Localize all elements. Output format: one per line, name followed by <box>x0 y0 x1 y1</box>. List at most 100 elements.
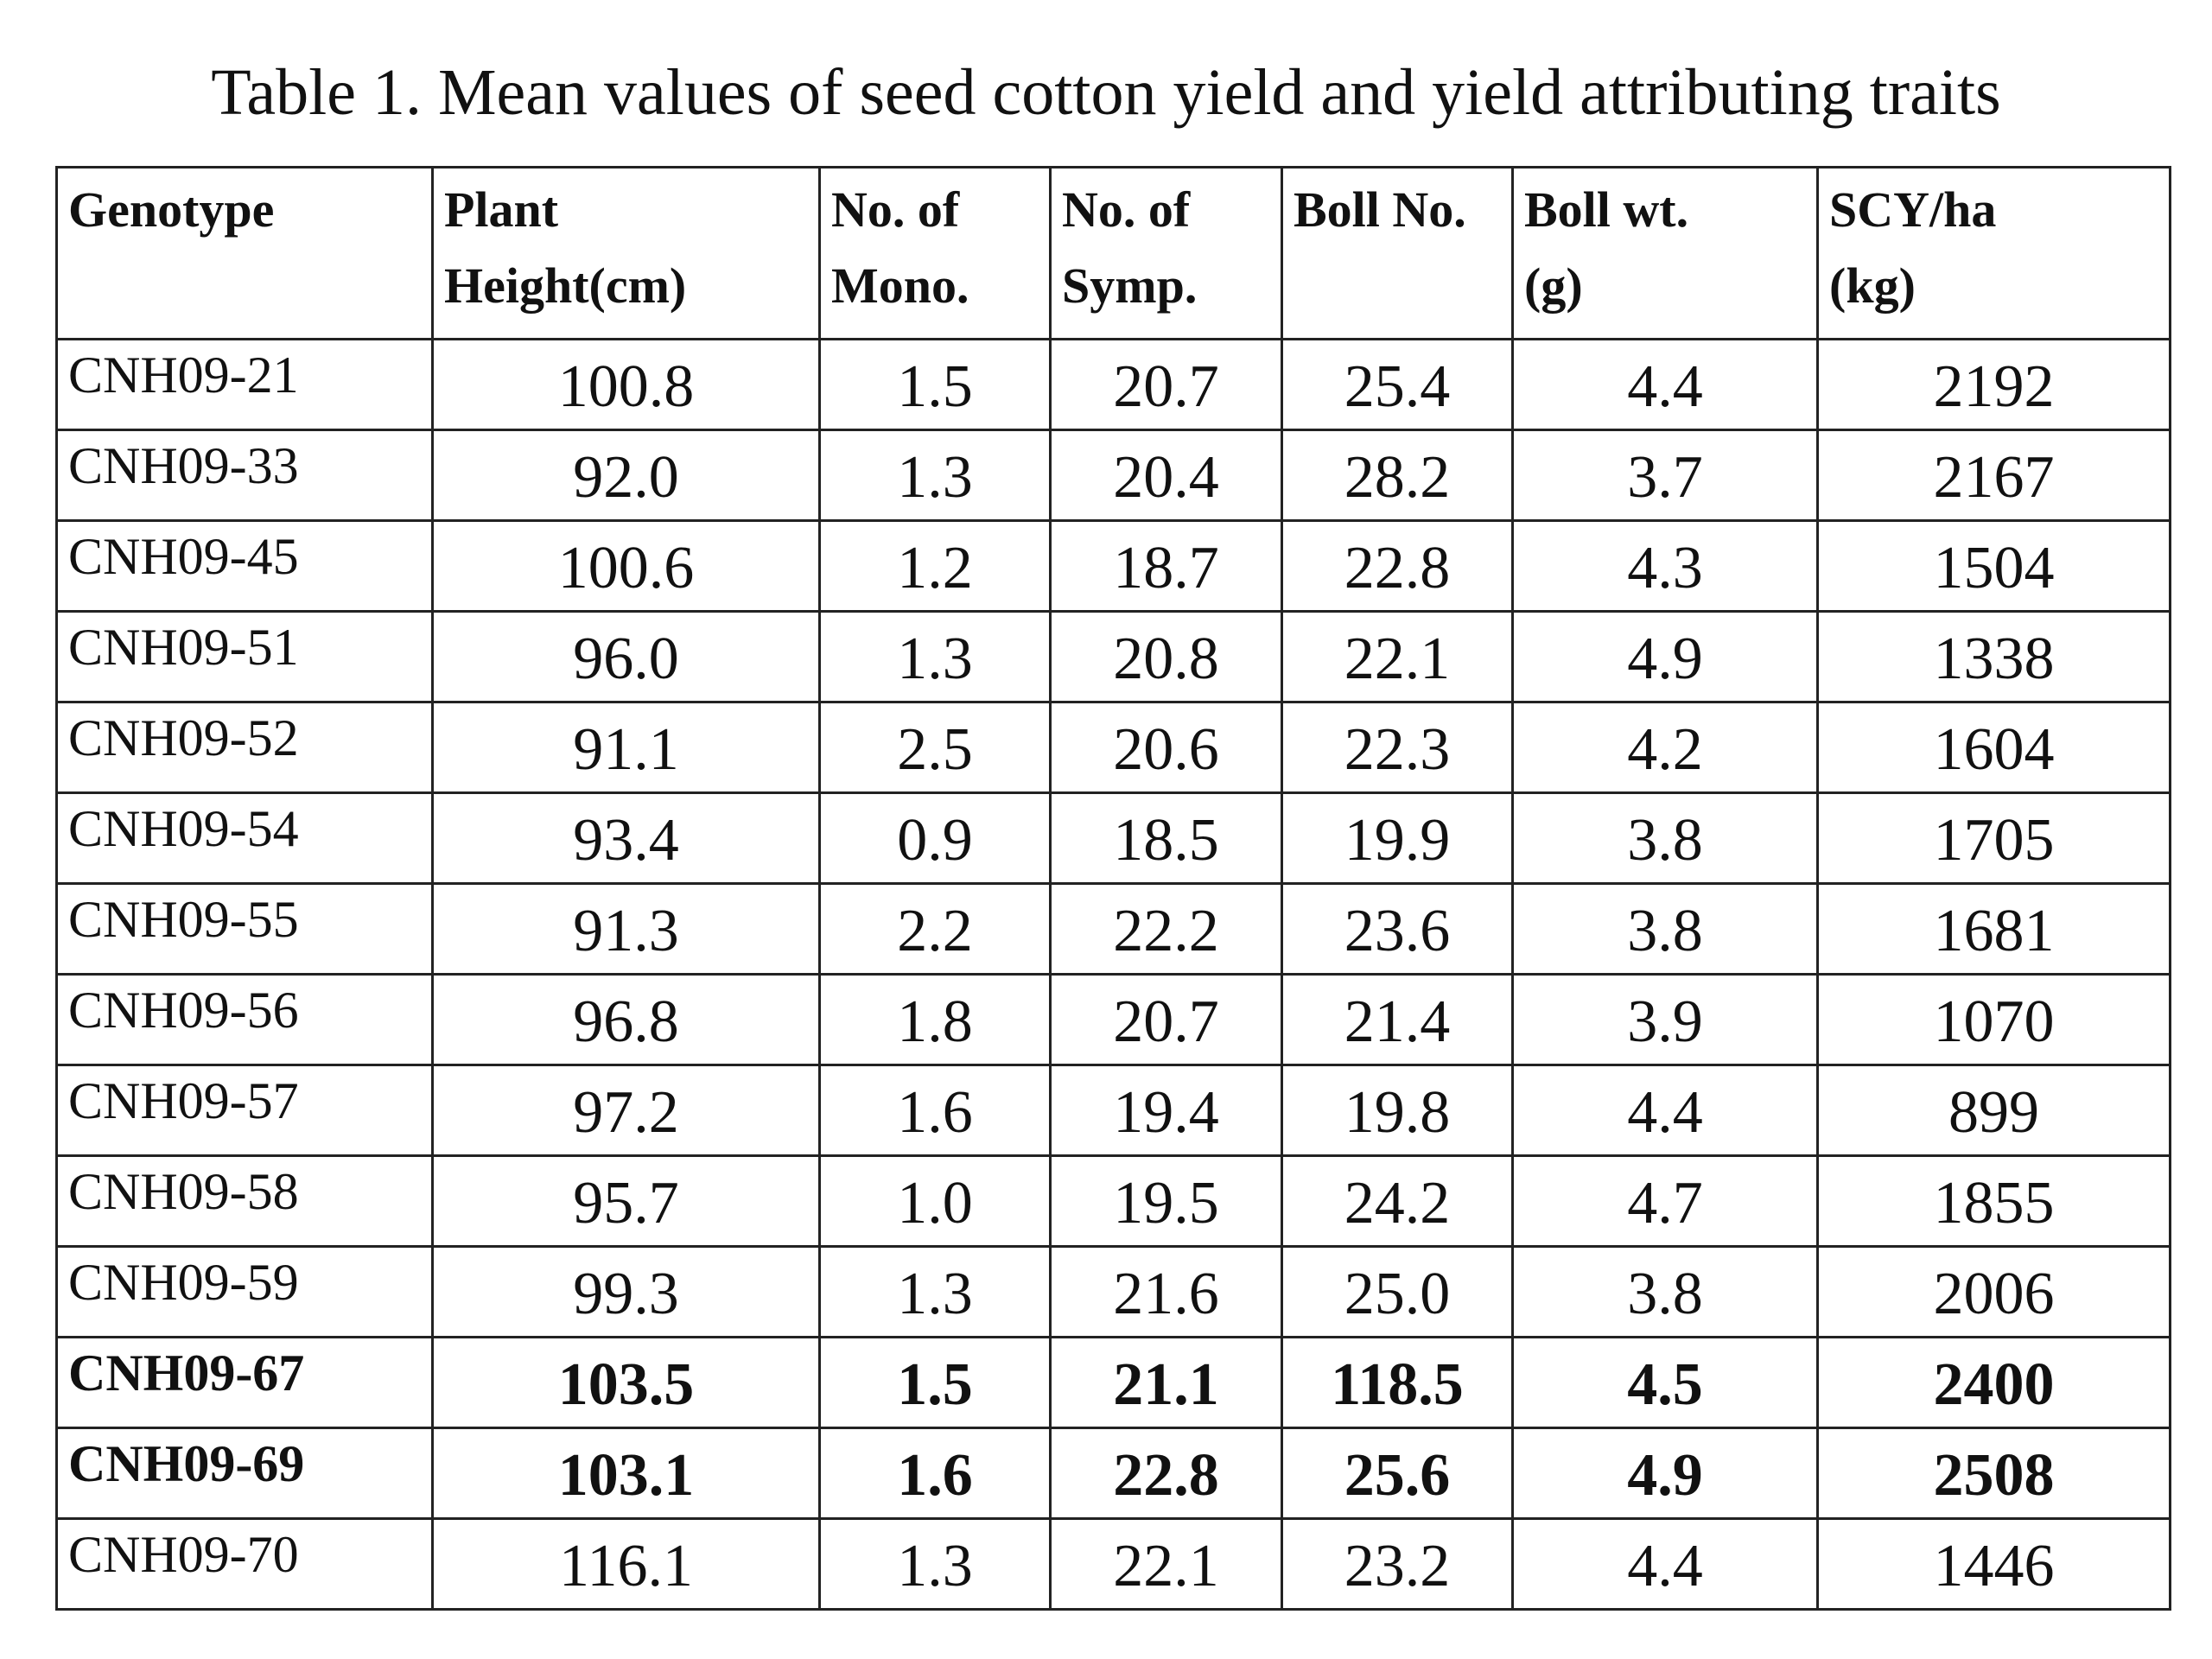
value-cell: 19.5 <box>1049 1154 1283 1248</box>
value-cell: 1.2 <box>818 519 1052 613</box>
header-cell: No. of Symp. <box>1049 166 1283 340</box>
value-cell: 23.2 <box>1281 1517 1514 1611</box>
genotype-cell: CNH09-57 <box>55 1064 434 1157</box>
header-cell: Genotype <box>55 166 434 340</box>
value-cell: 25.0 <box>1281 1245 1514 1338</box>
value-cell: 20.7 <box>1049 338 1283 431</box>
header-line: Symp. <box>1062 257 1198 314</box>
table-row: CNH09-51 96.0 1.3 20.8 22.1 4.9 1338 <box>55 610 2171 703</box>
table-row: CNH09-52 91.1 2.5 20.6 22.3 4.2 1604 <box>55 701 2171 794</box>
value-cell: 1.5 <box>818 1336 1052 1429</box>
value-cell: 97.2 <box>431 1064 821 1157</box>
genotype-cell: CNH09-33 <box>55 429 434 522</box>
table-row: CNH09-45 100.6 1.2 18.7 22.8 4.3 1504 <box>55 519 2171 613</box>
value-cell: 96.8 <box>431 973 821 1066</box>
value-cell: 1.5 <box>818 338 1052 431</box>
value-cell: 4.2 <box>1511 701 1819 794</box>
value-cell: 93.4 <box>431 791 821 885</box>
value-cell: 28.2 <box>1281 429 1514 522</box>
value-cell: 2.5 <box>818 701 1052 794</box>
value-cell: 3.8 <box>1511 882 1819 976</box>
header-cell: No. of Mono. <box>818 166 1052 340</box>
header-line: (kg) <box>1829 257 1916 314</box>
header-line: Mono. <box>831 257 969 314</box>
genotype-cell: CNH09-21 <box>55 338 434 431</box>
value-cell: 118.5 <box>1281 1336 1514 1429</box>
value-cell: 18.5 <box>1049 791 1283 885</box>
genotype-cell: CNH09-52 <box>55 701 434 794</box>
value-cell: 1.3 <box>818 1517 1052 1611</box>
value-cell: 2006 <box>1816 1245 2171 1338</box>
value-cell: 116.1 <box>431 1517 821 1611</box>
value-cell: 23.6 <box>1281 882 1514 976</box>
value-cell: 92.0 <box>431 429 821 522</box>
header-cell: Plant Height(cm) <box>431 166 821 340</box>
value-cell: 25.6 <box>1281 1427 1514 1520</box>
value-cell: 1338 <box>1816 610 2171 703</box>
value-cell: 20.6 <box>1049 701 1283 794</box>
value-cell: 4.4 <box>1511 1517 1819 1611</box>
value-cell: 22.1 <box>1281 610 1514 703</box>
value-cell: 2400 <box>1816 1336 2171 1429</box>
value-cell: 1504 <box>1816 519 2171 613</box>
genotype-cell: CNH09-51 <box>55 610 434 703</box>
genotype-cell: CNH09-55 <box>55 882 434 976</box>
value-cell: 24.2 <box>1281 1154 1514 1248</box>
value-cell: 21.1 <box>1049 1336 1283 1429</box>
value-cell: 91.1 <box>431 701 821 794</box>
value-cell: 103.1 <box>431 1427 821 1520</box>
genotype-cell: CNH09-54 <box>55 791 434 885</box>
value-cell: 20.4 <box>1049 429 1283 522</box>
header-line: SCY/ha <box>1829 181 1997 238</box>
value-cell: 91.3 <box>431 882 821 976</box>
header-row: Genotype Plant Height(cm) No. of Mono. No. of… <box>55 166 2171 340</box>
header-line: Height(cm) <box>444 257 687 314</box>
value-cell: 2167 <box>1816 429 2171 522</box>
value-cell: 1705 <box>1816 791 2171 885</box>
value-cell: 20.7 <box>1049 973 1283 1066</box>
value-cell: 4.3 <box>1511 519 1819 613</box>
table-row: CNH09-58 95.7 1.0 19.5 24.2 4.7 1855 <box>55 1154 2171 1248</box>
genotype-cell: CNH09-58 <box>55 1154 434 1248</box>
value-cell: 1446 <box>1816 1517 2171 1611</box>
value-cell: 1.3 <box>818 610 1052 703</box>
genotype-cell: CNH09-69 <box>55 1427 434 1520</box>
value-cell: 2192 <box>1816 338 2171 431</box>
value-cell: 100.6 <box>431 519 821 613</box>
genotype-cell: CNH09-45 <box>55 519 434 613</box>
value-cell: 22.3 <box>1281 701 1514 794</box>
value-cell: 1.6 <box>818 1064 1052 1157</box>
table-row: CNH09-33 92.0 1.3 20.4 28.2 3.7 2167 <box>55 429 2171 522</box>
table-row: CNH09-55 91.3 2.2 22.2 23.6 3.8 1681 <box>55 882 2171 976</box>
value-cell: 1.8 <box>818 973 1052 1066</box>
value-cell: 22.1 <box>1049 1517 1283 1611</box>
header-line: No. of <box>831 181 960 238</box>
value-cell: 4.9 <box>1511 610 1819 703</box>
value-cell: 19.8 <box>1281 1064 1514 1157</box>
value-cell: 25.4 <box>1281 338 1514 431</box>
value-cell: 1.0 <box>818 1154 1052 1248</box>
header-line: Boll No. <box>1294 181 1466 238</box>
table-row: CNH09-59 99.3 1.3 21.6 25.0 3.8 2006 <box>55 1245 2171 1338</box>
table-row: CNH09-56 96.8 1.8 20.7 21.4 3.9 1070 <box>55 973 2171 1066</box>
value-cell: 1.6 <box>818 1427 1052 1520</box>
value-cell: 1681 <box>1816 882 2171 976</box>
value-cell: 21.4 <box>1281 973 1514 1066</box>
header-line: Genotype <box>68 181 275 238</box>
value-cell: 95.7 <box>431 1154 821 1248</box>
value-cell: 19.4 <box>1049 1064 1283 1157</box>
header-cell: SCY/ha (kg) <box>1816 166 2171 340</box>
header-line: Boll wt. <box>1524 181 1689 238</box>
table-title: Table 1. Mean values of seed cotton yiel… <box>211 56 2001 129</box>
header-cell: Boll No. <box>1281 166 1514 340</box>
value-cell: 4.4 <box>1511 1064 1819 1157</box>
genotype-cell: CNH09-59 <box>55 1245 434 1338</box>
value-cell: 103.5 <box>431 1336 821 1429</box>
value-cell: 0.9 <box>818 791 1052 885</box>
value-cell: 3.9 <box>1511 973 1819 1066</box>
genotype-cell: CNH09-56 <box>55 973 434 1066</box>
table-row: CNH09-69 103.1 1.6 22.8 25.6 4.9 2508 <box>55 1427 2171 1520</box>
value-cell: 22.8 <box>1049 1427 1283 1520</box>
value-cell: 99.3 <box>431 1245 821 1338</box>
